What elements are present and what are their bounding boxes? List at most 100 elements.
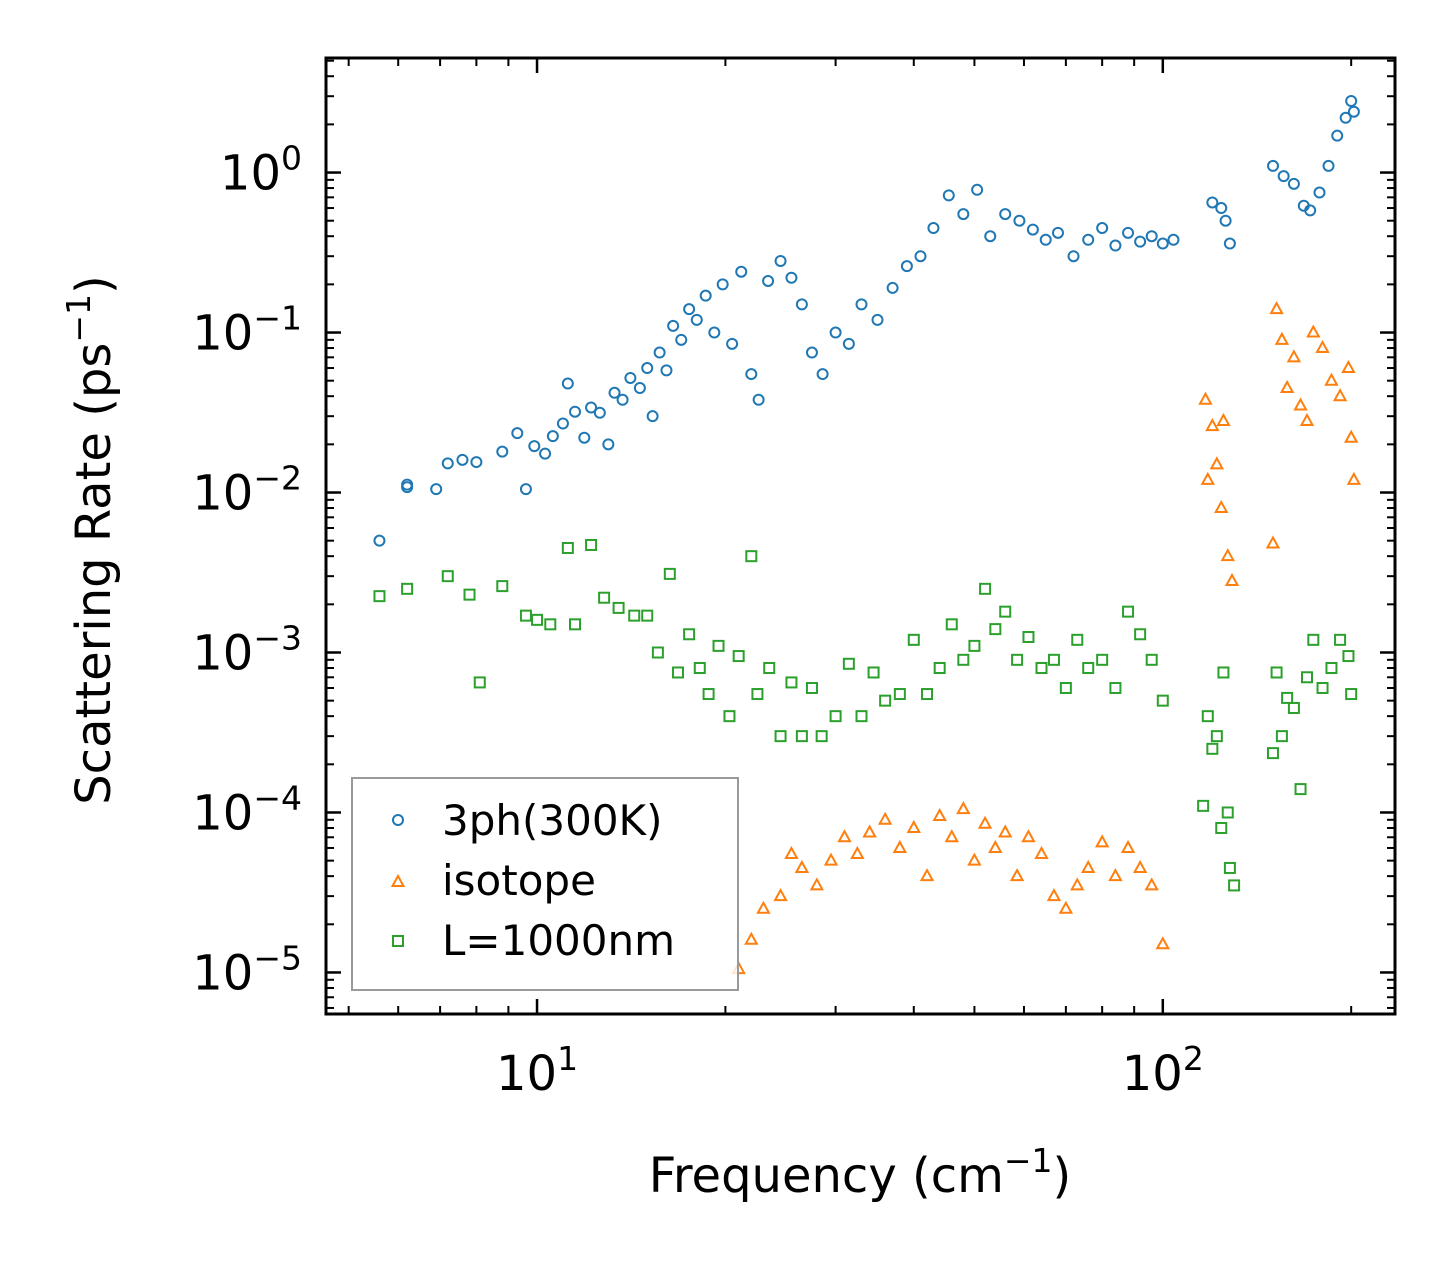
x-axis-title: Frequency (cm−1) [649, 1141, 1072, 1204]
data-point-circle [871, 313, 884, 326]
data-point-square [1122, 605, 1135, 618]
data-point-circle [1287, 177, 1300, 190]
data-point-square [1334, 633, 1347, 646]
legend-label-boundary: L=1000nm [442, 916, 675, 965]
data-point-square [1281, 691, 1294, 704]
data-point-square [1011, 653, 1024, 666]
data-point-square [1145, 653, 1158, 666]
x-tick-label: 101 [496, 1039, 578, 1102]
data-point-circle [641, 362, 654, 375]
data-point-circle [1331, 129, 1344, 142]
data-point-square [1270, 666, 1283, 679]
data-point-square [1059, 681, 1072, 694]
data-point-circle [593, 406, 606, 419]
data-point-square [1035, 662, 1048, 675]
y-axis-title: Scattering Rate (ps−1) [59, 275, 122, 805]
data-point-circle [752, 393, 765, 406]
data-point-circle [1082, 233, 1095, 246]
data-point-triangle [1058, 900, 1074, 914]
data-point-square [1325, 662, 1338, 675]
legend-entry-isotope: isotope [390, 856, 596, 905]
data-point-triangle [892, 839, 908, 853]
data-point-triangle [1214, 499, 1229, 514]
data-point-circle [1109, 239, 1122, 252]
data-point-square [805, 681, 818, 694]
data-point-circle [708, 326, 721, 339]
data-point-circle [971, 183, 984, 196]
data-point-square [1221, 806, 1234, 819]
legend-entry-boundary: L=1000nm [392, 916, 675, 965]
data-point-square [979, 582, 992, 595]
data-point-square [723, 710, 736, 723]
data-point-circle [957, 208, 970, 221]
data-point-circle [1277, 170, 1290, 183]
data-point-circle [683, 303, 696, 316]
data-point-triangle [862, 824, 877, 838]
data-point-square [702, 688, 715, 701]
data-point-circle [1215, 202, 1228, 215]
data-point-square [1201, 710, 1214, 723]
data-point-circle [496, 445, 509, 458]
data-point-square [1206, 742, 1219, 755]
data-point-square [1307, 633, 1320, 646]
data-point-circle [646, 410, 659, 423]
data-point-square [763, 662, 776, 675]
data-point-circle [690, 313, 703, 326]
data-point-triangle [1332, 388, 1348, 402]
data-point-triangle [1132, 859, 1148, 873]
data-point-triangle [1205, 418, 1220, 432]
data-point-square [855, 710, 868, 723]
data-point-square [751, 688, 764, 701]
data-point-triangle [756, 900, 771, 914]
legend: 3ph(300K) isotope L=1000nm [351, 777, 739, 991]
data-point-circle [816, 368, 829, 381]
data-point-square [1047, 653, 1060, 666]
data-point-square [989, 623, 1002, 636]
legend-entry-3ph: 3ph(300K) [392, 796, 662, 845]
data-point-triangle [1144, 877, 1159, 891]
data-point-circle [795, 298, 808, 311]
data-point-triangle [1293, 397, 1308, 411]
data-point-circle [585, 401, 598, 414]
data-point-circle [660, 364, 673, 377]
data-point-circle [653, 346, 666, 359]
data-point-square [795, 730, 808, 743]
data-point-circle [441, 457, 454, 470]
data-point-triangle [932, 807, 947, 822]
data-point-circle [699, 289, 712, 302]
data-point-triangle [1341, 359, 1356, 374]
data-point-square [1223, 861, 1236, 874]
data-point-circle [539, 447, 552, 460]
data-point-square [1275, 730, 1288, 743]
data-point-triangle [906, 819, 921, 833]
data-point-square [628, 609, 641, 622]
data-point-circle [528, 440, 541, 453]
data-point-square [1156, 694, 1169, 707]
data-point-square [879, 694, 892, 707]
data-point-circle [401, 481, 414, 494]
data-point-circle [829, 326, 842, 339]
data-point-square [933, 662, 946, 675]
data-point-triangle [1209, 456, 1225, 470]
data-point-triangle [1034, 845, 1049, 860]
data-point-square [1082, 662, 1095, 675]
y-tick-label: 10−3 [192, 618, 302, 681]
data-point-triangle [1216, 412, 1231, 426]
data-point-square [1316, 681, 1329, 694]
y-tick-label: 100 [220, 139, 302, 202]
data-point-circle [855, 298, 868, 311]
data-point-circle [1266, 159, 1279, 172]
data-point-circle [1339, 111, 1352, 124]
data-point-circle [984, 230, 997, 243]
data-point-square [745, 550, 758, 563]
data-point-triangle [988, 839, 1003, 853]
data-point-square [441, 570, 454, 583]
data-point-triangle [956, 801, 971, 815]
data-point-circle [1122, 226, 1135, 239]
data-point-circle [805, 346, 818, 359]
data-point-circle [561, 377, 574, 390]
data-point-circle [616, 393, 629, 406]
data-point-square [945, 618, 958, 631]
data-point-square [531, 613, 544, 626]
